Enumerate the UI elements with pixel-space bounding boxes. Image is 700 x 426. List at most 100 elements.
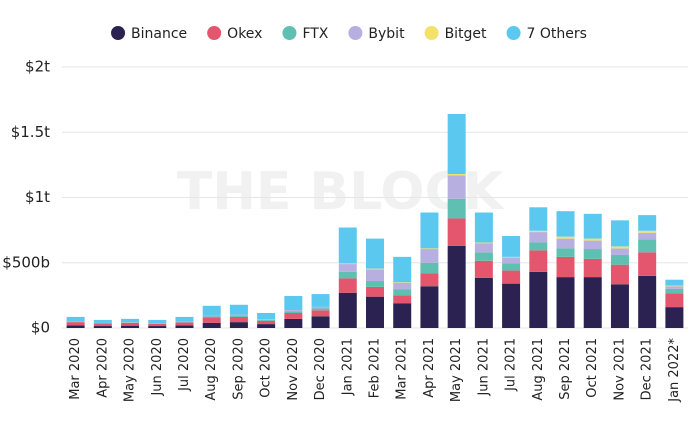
bar-segment: [529, 242, 548, 251]
bar-segment: [148, 323, 167, 327]
x-tick-label: Feb 2021: [368, 338, 383, 398]
bar-segment: [257, 324, 276, 328]
bar-segment: [284, 318, 303, 328]
legend-label: Binance: [131, 26, 187, 42]
bar-segment: [121, 322, 140, 326]
bar-segment: [665, 293, 684, 308]
y-tick-label: $500b: [2, 253, 50, 271]
bar-segment: [311, 316, 330, 328]
bar-segment: [366, 296, 384, 328]
bar-segment: [393, 256, 412, 283]
bar-segment: [311, 306, 330, 309]
bar-segment: [66, 322, 85, 326]
x-tick-label: Oct 2021: [585, 338, 600, 398]
bar-segment: [610, 246, 629, 249]
bar-segment: [175, 316, 194, 322]
bar-segment: [148, 319, 167, 324]
legend-marker: [348, 26, 363, 40]
bar-segment: [175, 325, 194, 328]
bar-segment: [529, 230, 548, 233]
bar-segment: [284, 311, 303, 313]
bar-segment: [393, 282, 412, 283]
bar-segment: [583, 277, 602, 328]
y-tick-label: $0: [31, 319, 50, 337]
legend-marker: [111, 26, 126, 40]
bar-segment: [393, 295, 412, 304]
bar-segment: [366, 286, 384, 297]
bar-segment: [420, 248, 439, 250]
x-tick-label: Jan 2022*: [667, 338, 682, 403]
bar-segment: [257, 319, 276, 320]
bar-segment: [529, 207, 548, 231]
bar-segment: [665, 285, 684, 287]
x-tick-label: Jun 2021: [476, 338, 491, 397]
bar-segment: [229, 322, 248, 328]
legend-marker: [506, 26, 521, 40]
bar-segment: [556, 238, 575, 249]
x-tick-label: Mar 2021: [395, 338, 410, 400]
bar-segment: [202, 315, 221, 317]
bar-segment: [366, 238, 384, 269]
bar-segment: [665, 307, 684, 328]
bar-segment: [556, 236, 575, 239]
legend-label: 7 Others: [527, 26, 587, 42]
bar-segment: [529, 250, 548, 272]
bar-segment: [502, 235, 521, 257]
bar-segment: [556, 256, 575, 278]
bar-segment: [66, 325, 85, 328]
bar-segment: [229, 304, 248, 315]
bar-segment: [229, 316, 248, 323]
x-tick-label: Oct 2020: [259, 338, 274, 398]
bar-segment: [583, 238, 602, 241]
x-tick-label: Aug 2020: [204, 338, 219, 401]
bar-segment: [610, 254, 629, 265]
x-tick-label: Apr 2020: [95, 338, 110, 398]
bar-segment: [502, 256, 521, 258]
bar-segment: [257, 320, 276, 325]
bar-segment: [610, 220, 629, 247]
bar-segment: [93, 319, 112, 323]
bar-segment: [338, 292, 357, 328]
x-tick-label: Dec 2020: [313, 338, 328, 400]
bar-segment: [474, 212, 493, 243]
bar-segment: [202, 322, 221, 328]
bar-segment: [338, 263, 357, 265]
bar-segment: [529, 271, 548, 328]
x-tick-label: Sep 2021: [558, 338, 573, 400]
bar-segment: [121, 318, 140, 323]
bar-segment: [583, 240, 602, 250]
y-tick-label: $1t: [25, 188, 50, 206]
y-tick-label: $1.5t: [11, 123, 50, 141]
x-tick-label: Jul 2020: [177, 338, 192, 392]
bar-segment: [556, 211, 575, 237]
bar-segment: [474, 243, 493, 253]
bar-segment: [420, 212, 439, 249]
legend-label: Okex: [227, 26, 262, 42]
bar-segment: [420, 262, 439, 274]
bar-segment: [638, 215, 657, 231]
bar-segment: [556, 277, 575, 328]
bar-segment: [638, 232, 657, 240]
bar-segment: [66, 316, 85, 322]
bar-segment: [665, 279, 684, 286]
bar-segment: [502, 257, 521, 264]
bar-segment: [338, 271, 357, 279]
bar-segment: [474, 277, 493, 328]
bar-segment: [229, 315, 248, 317]
bar-segment: [502, 263, 521, 271]
x-tick-label: Apr 2021: [422, 338, 437, 398]
x-tick-label: Nov 2021: [612, 338, 627, 401]
bar-segment: [447, 245, 466, 328]
bar-segment: [447, 175, 466, 199]
bar-segment: [583, 258, 602, 278]
bar-segment: [393, 282, 412, 290]
bar-segment: [311, 294, 330, 307]
bar-segment: [665, 288, 684, 294]
bar-segment: [284, 312, 303, 319]
bar-segment: [121, 325, 140, 328]
bar-segment: [447, 174, 466, 176]
bar-segment: [583, 249, 602, 259]
x-tick-label: Nov 2020: [286, 338, 301, 401]
legend-marker: [207, 26, 222, 40]
